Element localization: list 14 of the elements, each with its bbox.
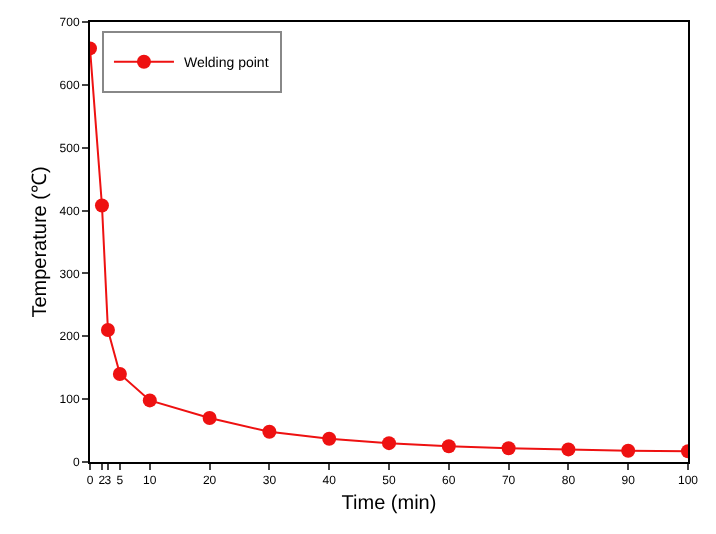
- point: [561, 442, 576, 457]
- point: [112, 367, 127, 381]
- point: [322, 431, 337, 446]
- point: [382, 436, 396, 451]
- point: [621, 443, 636, 458]
- point: [100, 323, 115, 337]
- point: [501, 441, 516, 456]
- point: [202, 411, 217, 425]
- point: [262, 424, 277, 439]
- x-axis-title: Time (min): [341, 493, 437, 516]
- point: [142, 393, 157, 408]
- point: [94, 198, 109, 213]
- y-axis-title: Temperature (℃): [29, 166, 52, 318]
- point: [441, 439, 456, 454]
